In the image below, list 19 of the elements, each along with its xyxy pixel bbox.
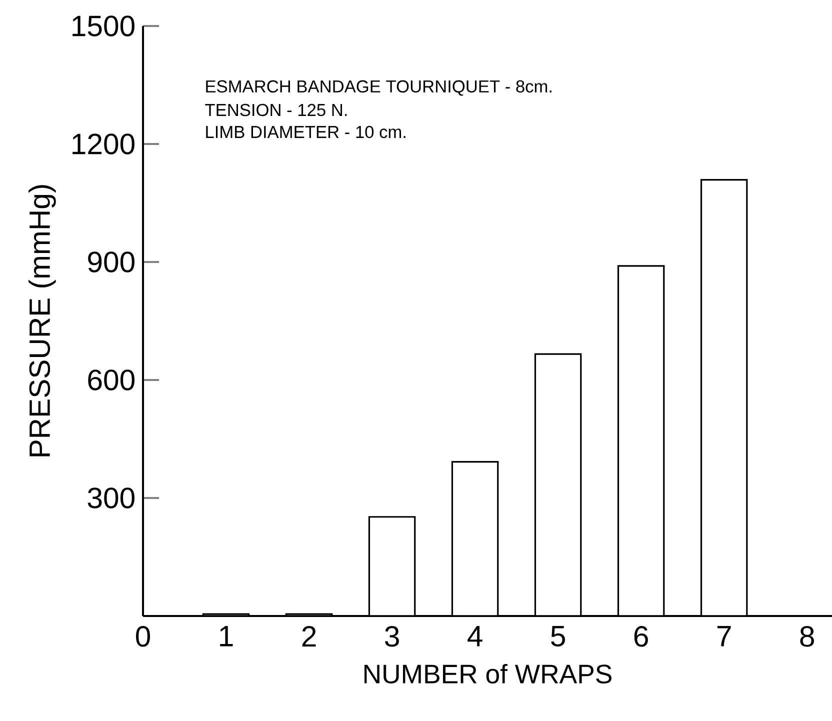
- x-tick-label: 7: [717, 626, 731, 646]
- y-tick-label: 1200: [72, 134, 134, 154]
- x-tick-label: 5: [551, 626, 565, 646]
- x-tick-label: 6: [634, 626, 648, 647]
- annotation: ESMARCH BANDAGE TOURNIQUET - 8cm.: [206, 80, 552, 96]
- y-tick-label: 600: [88, 370, 134, 390]
- x-tick-label: 0: [136, 626, 150, 647]
- y-tick-label: 900: [88, 252, 134, 272]
- annotation: LIMB DIAMETER - 10 cm.: [206, 126, 406, 138]
- y-tick-label: 300: [88, 488, 134, 508]
- x-tick-label: 2: [302, 626, 316, 647]
- x-tick-label: 8: [800, 626, 814, 647]
- x-tick-label: 1: [220, 626, 233, 646]
- annotation: TENSION - 125 N.: [205, 104, 347, 116]
- y-tick-label: 1500: [72, 16, 134, 36]
- y-axis-title: PRESSURE (mmHg): [28, 185, 56, 456]
- x-axis-title: NUMBER of WRAPS: [364, 664, 612, 684]
- x-tick-label: 3: [384, 626, 399, 647]
- x-tick-label: 4: [468, 626, 482, 646]
